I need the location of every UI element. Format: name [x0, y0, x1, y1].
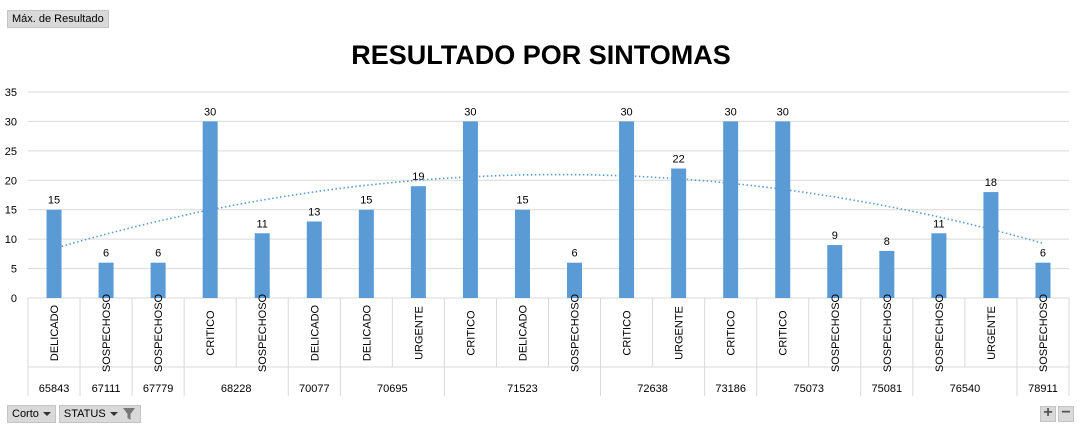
data-label: 19 [412, 171, 424, 183]
data-label: 11 [933, 218, 944, 230]
data-label: 13 [308, 206, 320, 218]
value-field-button[interactable]: Máx. de Resultado [7, 10, 109, 28]
category-label: CRITICO [622, 310, 634, 356]
bar [306, 221, 322, 298]
group-label: 67779 [143, 383, 174, 395]
data-label: 30 [777, 106, 789, 118]
bar [150, 262, 166, 298]
trendline [53, 173, 1044, 250]
bar [358, 209, 374, 298]
data-label: 8 [884, 236, 890, 248]
category-label: SOSPECHOSO [257, 293, 269, 372]
category-label: DELICADO [517, 304, 529, 361]
category-label: SOSPECHOSO [882, 293, 894, 372]
bar [619, 121, 635, 298]
y-tick-label: 25 [5, 146, 17, 158]
group-label: 72638 [637, 383, 668, 395]
filter-bar: Corto STATUS [7, 405, 141, 423]
data-label: 15 [360, 195, 372, 207]
data-label: 30 [725, 106, 737, 118]
dropdown-arrow-icon [42, 412, 51, 416]
bar [567, 262, 583, 298]
category-label: SOSPECHOSO [1038, 293, 1050, 372]
data-label: 18 [985, 177, 997, 189]
bar [514, 209, 530, 298]
sort-field-label: Corto [12, 408, 39, 420]
category-label: CRITICO [205, 310, 217, 356]
y-tick-label: 20 [5, 175, 17, 187]
bar [723, 121, 739, 298]
data-label: 6 [155, 248, 161, 260]
group-label: 70695 [377, 383, 408, 395]
y-tick-label: 0 [11, 293, 17, 305]
bar [931, 233, 947, 298]
group-label: 70077 [299, 383, 330, 395]
data-label: 30 [620, 106, 632, 118]
category-label: SOSPECHOSO [830, 293, 842, 372]
zoom-in-button[interactable]: + [1040, 405, 1056, 422]
bar-chart: 0 5 10 15 20 25 30 35 65843 67111 67779 68228 70077 7… [5, 87, 1070, 396]
y-tick-label: 30 [5, 116, 17, 128]
y-tick-label: 5 [11, 264, 17, 276]
group-label: 71523 [507, 383, 538, 395]
bar [254, 233, 270, 298]
filter-funnel-icon [122, 408, 135, 420]
group-label: 76540 [950, 383, 981, 395]
category-label: SOSPECHOSO [153, 293, 165, 372]
data-label: 6 [103, 248, 109, 260]
data-label: 22 [673, 154, 685, 166]
status-field-label: STATUS [63, 408, 106, 420]
category-label: URGENTE [413, 306, 425, 360]
y-tick-label: 35 [5, 87, 17, 99]
group-label: 78911 [1028, 383, 1058, 395]
bar [462, 121, 478, 298]
category-label: DELICADO [309, 304, 321, 361]
y-tick-label: 15 [5, 205, 17, 217]
bar [827, 245, 843, 298]
bar [46, 209, 62, 298]
bar [775, 121, 791, 298]
category-label: URGENTE [674, 306, 686, 360]
group-label: 68228 [221, 383, 252, 395]
category-label: SOSPECHOSO [934, 293, 946, 372]
category-label: CRITICO [726, 310, 738, 356]
bar [983, 192, 999, 298]
group-label: 73186 [715, 383, 746, 395]
data-label: 30 [464, 106, 476, 118]
category-label: DELICADO [361, 304, 373, 361]
bar [1035, 262, 1051, 298]
y-tick-label: 10 [5, 234, 17, 246]
category-label: DELICADO [49, 304, 61, 361]
data-label: 11 [257, 218, 268, 230]
category-label: URGENTE [986, 306, 998, 360]
bar [98, 262, 114, 298]
group-label: 75073 [793, 383, 824, 395]
category-label: SOSPECHOSO [101, 293, 113, 372]
category-label: CRITICO [778, 310, 790, 356]
status-field-button[interactable]: STATUS [58, 405, 141, 423]
bar [410, 186, 426, 298]
data-label: 15 [516, 195, 528, 207]
bar [879, 250, 895, 298]
data-label: 9 [832, 230, 838, 242]
sort-field-button[interactable]: Corto [7, 405, 56, 423]
zoom-out-button[interactable]: − [1058, 405, 1074, 422]
category-label: CRITICO [465, 310, 477, 356]
group-label: 67111 [92, 383, 121, 395]
data-label: 30 [204, 106, 216, 118]
data-label: 6 [1040, 248, 1046, 260]
group-label: 75081 [872, 383, 903, 395]
dropdown-arrow-icon [109, 412, 118, 416]
data-label: 6 [571, 248, 577, 260]
bar [671, 168, 687, 298]
group-label: 65843 [39, 383, 70, 395]
chart-title: RESULTADO POR SINTOMAS [351, 40, 731, 70]
data-label: 15 [48, 195, 60, 207]
category-label: SOSPECHOSO [570, 293, 582, 372]
